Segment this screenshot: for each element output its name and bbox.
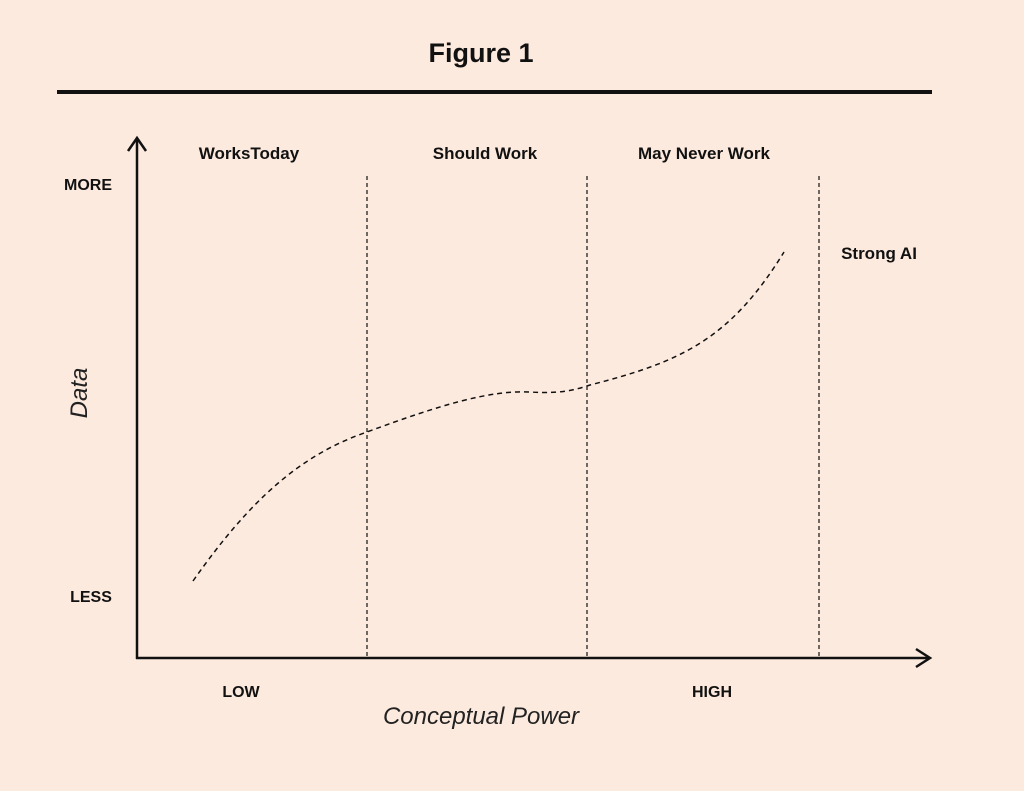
x-axis-arrowhead	[915, 647, 933, 669]
x-axis-title: Conceptual Power	[383, 703, 580, 730]
y-axis-title: Data	[66, 368, 93, 419]
trend-curve	[192, 251, 785, 582]
x-axis-low-label: LOW	[222, 684, 260, 701]
region-label-should-work: Should Work	[433, 144, 538, 163]
y-axis-high-label: MORE	[64, 177, 112, 194]
figure-title: Figure 1	[428, 38, 533, 68]
region-label-may-never-work: May Never Work	[638, 144, 771, 163]
end-label-strong-ai: Strong AI	[841, 244, 917, 263]
region-label-works-today: WorksToday	[199, 144, 300, 163]
y-axis-arrowhead	[126, 135, 148, 152]
x-axis-high-label: HIGH	[692, 684, 732, 701]
y-axis-low-label: LESS	[70, 589, 112, 606]
